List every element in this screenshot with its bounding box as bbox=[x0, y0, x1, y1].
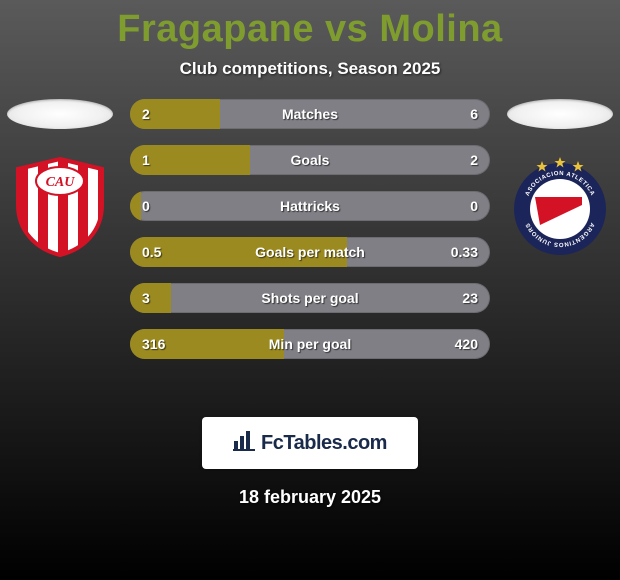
stat-bar: 12Goals bbox=[130, 145, 490, 175]
stat-bar: 26Matches bbox=[130, 99, 490, 129]
left-player-slot: CAU bbox=[0, 99, 120, 257]
stat-left-value: 0 bbox=[142, 198, 150, 214]
stat-left-value: 0.5 bbox=[142, 244, 161, 260]
stat-right-value: 420 bbox=[455, 336, 478, 352]
stat-left-value: 2 bbox=[142, 106, 150, 122]
stat-bar: 3 23Shots per goal bbox=[130, 283, 490, 313]
stat-left-value: 316 bbox=[142, 336, 165, 352]
badge-monogram: CAU bbox=[46, 175, 76, 190]
spotlight-ellipse bbox=[507, 99, 613, 129]
right-player-slot: ASOCIACION ATLETICA ARGENTINOS JUNIORS bbox=[500, 99, 620, 257]
stat-bar-left-fill bbox=[130, 283, 171, 313]
stat-right-value: 6 bbox=[470, 106, 478, 122]
shield-icon: CAU bbox=[10, 157, 110, 257]
stat-bar-left-fill bbox=[130, 237, 347, 267]
stat-left-value: 1 bbox=[142, 152, 150, 168]
comparison-arena: CAU bbox=[0, 99, 620, 389]
comparison-date: 18 february 2025 bbox=[0, 487, 620, 508]
stat-right-value: 0 bbox=[470, 198, 478, 214]
stat-right-value: 0.33 bbox=[451, 244, 478, 260]
stat-right-value: 2 bbox=[470, 152, 478, 168]
subtitle: Club competitions, Season 2025 bbox=[0, 59, 620, 79]
stat-bars: 26Matches12Goals00Hattricks0.50.33Goals … bbox=[130, 99, 490, 359]
stat-bar: 316420Min per goal bbox=[130, 329, 490, 359]
stat-left-value: 3 bbox=[142, 290, 150, 306]
spotlight-ellipse bbox=[7, 99, 113, 129]
comparison-card: Fragapane vs Molina Club competitions, S… bbox=[0, 0, 620, 580]
stat-right-value: 23 bbox=[462, 290, 478, 306]
brand-box: FcTables.com bbox=[202, 417, 418, 469]
stat-bar: 0.50.33Goals per match bbox=[130, 237, 490, 267]
stat-label: Hattricks bbox=[130, 198, 490, 214]
brand-text: FcTables.com bbox=[261, 432, 387, 455]
stat-bar: 0 0Hattricks bbox=[130, 191, 490, 221]
page-title: Fragapane vs Molina bbox=[0, 0, 620, 51]
stat-label: Shots per goal bbox=[130, 290, 490, 306]
circle-badge-icon: ASOCIACION ATLETICA ARGENTINOS JUNIORS bbox=[510, 157, 610, 257]
chart-bars-icon bbox=[233, 429, 255, 457]
stat-bar-left-fill bbox=[130, 191, 141, 221]
left-club-badge: CAU bbox=[10, 157, 110, 257]
right-club-badge: ASOCIACION ATLETICA ARGENTINOS JUNIORS bbox=[510, 157, 610, 257]
